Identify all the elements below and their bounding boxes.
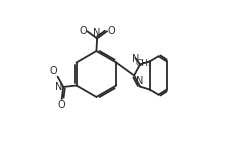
Text: N: N (136, 76, 144, 86)
Text: O: O (108, 26, 115, 36)
Text: O: O (50, 66, 57, 76)
Text: O: O (79, 26, 87, 36)
Text: N: N (132, 54, 139, 64)
Text: CH₃: CH₃ (136, 59, 152, 68)
Text: N: N (93, 28, 101, 38)
Text: O: O (58, 100, 66, 110)
Text: N: N (55, 82, 63, 92)
